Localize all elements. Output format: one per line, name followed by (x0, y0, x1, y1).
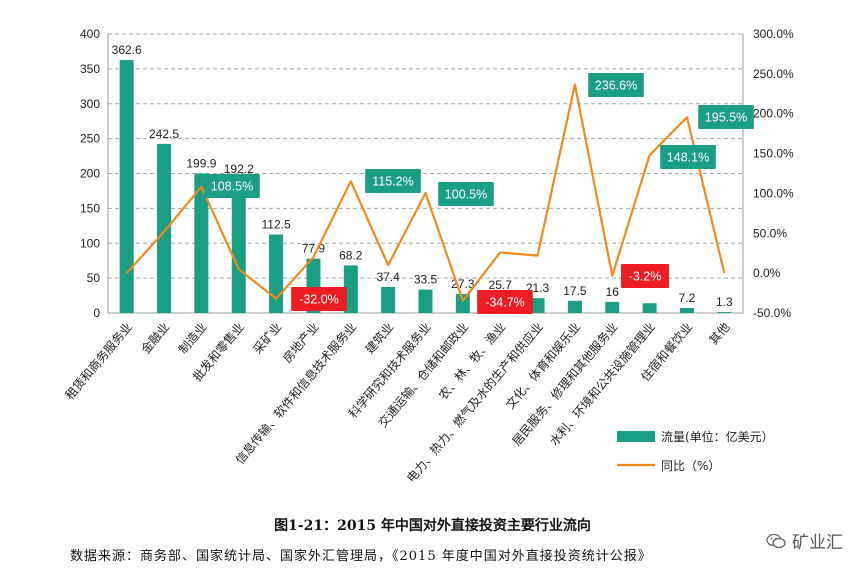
bar (381, 286, 396, 313)
bar (530, 298, 545, 313)
percent-label-box (698, 105, 754, 129)
percent-label: 115.2% (372, 175, 413, 189)
percent-label-box (291, 287, 347, 311)
bar-value-label: 112.5 (262, 218, 291, 232)
bar (231, 178, 246, 313)
percent-label: -34.7% (485, 296, 525, 310)
wechat-icon (766, 533, 786, 548)
y-right-tick-label: 0.0% (753, 266, 781, 280)
y-right-tick-label: 150.0% (753, 147, 794, 161)
y-right-tick-label: 100.0% (753, 186, 794, 200)
bar (455, 293, 470, 313)
bar-value-label: 77.9 (302, 242, 326, 256)
category-label: 租赁和商务服务业 (62, 319, 135, 402)
chart-caption: 图1-21：2015 年中国对外直接投资主要行业流向 (274, 518, 591, 534)
bar (194, 173, 209, 313)
category-label: 制造业 (176, 320, 210, 357)
y-left-tick-label: 150 (80, 201, 100, 215)
y-left-tick-label: 200 (80, 167, 100, 181)
y-left-tick-label: 350 (80, 62, 100, 76)
percent-label-box (621, 264, 669, 288)
bar-value-label: 33.5 (414, 273, 438, 287)
bar (343, 265, 358, 313)
y-right-tick-label: 50.0% (753, 226, 787, 240)
percent-label-box (477, 290, 533, 314)
bar-value-label: 37.4 (376, 270, 400, 284)
bar (642, 303, 657, 313)
bar (157, 143, 172, 313)
watermark-text: 矿业汇 (792, 533, 843, 553)
bar (418, 289, 433, 313)
y-right-tick-label: 200.0% (753, 107, 794, 121)
chart: 0 50 100 150 200 250 300 350 400 -50.0% 0.0% 50.0% 1… (62, 27, 794, 485)
percent-label-box (588, 73, 644, 97)
category-label: 农、林、牧、渔业 (436, 320, 508, 403)
legend-line-label: 同比（%） (661, 459, 720, 473)
y-left-tick-label: 250 (80, 132, 100, 146)
y-left-tick-label: 100 (80, 236, 100, 250)
percent-label: -3.2% (629, 270, 662, 284)
y-left-tick-label: 0 (93, 306, 100, 320)
bar (679, 307, 694, 313)
percent-label-box (204, 174, 260, 198)
bar-value-label: 17.5 (563, 284, 587, 298)
watermark: 矿业汇 (766, 528, 843, 553)
category-label: 电力、热力、燃气及水的生产和供应业 (403, 319, 546, 485)
category-label: 金融业 (138, 319, 173, 356)
percent-label: 148.1% (667, 151, 709, 165)
percent-label: 236.6% (595, 79, 637, 93)
bar (269, 234, 284, 313)
category-label: 其他 (706, 320, 732, 347)
category-label: 采矿业 (251, 320, 285, 357)
percent-label-box (365, 169, 421, 193)
percent-label-box (438, 182, 494, 206)
bar (567, 300, 582, 313)
y-left-tick-label: 300 (80, 97, 100, 111)
bar (717, 312, 732, 313)
percent-label-box (660, 145, 716, 169)
y-left-tick-label: 50 (87, 271, 101, 285)
y-right-tick-label: 250.0% (753, 67, 794, 81)
bar-value-label: 7.2 (679, 291, 696, 305)
legend-bar-label: 流量(单位：亿美元） (661, 429, 774, 444)
bar-value-label: 1.3 (716, 295, 733, 309)
bar-value-label: 68.2 (339, 248, 363, 262)
percent-label: 195.5% (705, 111, 747, 125)
percent-label: -32.0% (299, 293, 339, 307)
percent-label: 108.5% (211, 180, 253, 194)
category-label: 建筑业 (362, 319, 397, 356)
percent-label: 100.5% (445, 188, 487, 202)
bar-value-label: 242.5 (149, 127, 179, 141)
y-right-tick-label: -50.0% (753, 306, 791, 320)
legend-bar-swatch (617, 431, 655, 442)
bar-value-label: 199.9 (186, 157, 216, 171)
bar-value-label: 192.2 (224, 162, 254, 176)
y-left-tick-label: 400 (80, 27, 100, 41)
y-right-tick-label: 300.0% (753, 27, 794, 41)
bar-value-label: 362.6 (112, 43, 142, 57)
bar-value-label: 25.7 (489, 278, 513, 292)
bar (119, 60, 134, 313)
bar-value-label: 16 (606, 285, 620, 299)
bar (605, 301, 620, 313)
source-note: 数据来源：商务部、国家统计局、国家外汇管理局，《2015 年度中国对外直接投资统… (70, 549, 652, 564)
